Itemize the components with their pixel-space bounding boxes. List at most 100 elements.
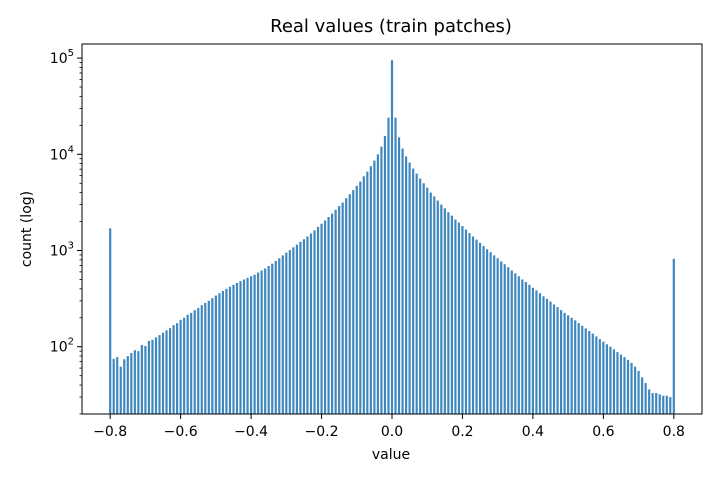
histogram-bar-142 — [609, 346, 612, 414]
histogram-bar-116 — [517, 276, 520, 414]
histogram-bar-67 — [345, 198, 348, 414]
histogram-bar-40 — [249, 276, 253, 414]
chart-title: Real values (train patches) — [270, 16, 512, 37]
histogram-bar-134 — [581, 325, 584, 414]
histogram-bar-43 — [260, 270, 263, 414]
histogram-bar-23 — [190, 312, 193, 414]
x-tick-label-8: 0.8 — [663, 424, 685, 440]
histogram-bar-87 — [415, 173, 418, 414]
histogram-bar-157 — [662, 395, 665, 414]
histogram-bar-62 — [327, 217, 330, 414]
histogram-bar-106 — [482, 246, 485, 414]
histogram-bar-113 — [507, 267, 510, 414]
histogram-bar-25 — [197, 308, 200, 414]
histogram-bar-56 — [306, 236, 309, 414]
histogram-bar-93 — [436, 200, 439, 414]
histogram-bar-22 — [186, 314, 189, 414]
histogram-bar-156 — [658, 394, 661, 414]
histogram-bar-6 — [130, 353, 133, 414]
histogram-bar-65 — [338, 206, 341, 414]
histogram-bars — [109, 60, 675, 415]
histogram-bar-15 — [161, 332, 165, 414]
histogram-bar-84 — [404, 156, 408, 414]
histogram-bar-68 — [348, 194, 351, 414]
histogram-bar-126 — [552, 304, 556, 414]
histogram-bar-94 — [440, 204, 443, 414]
histogram-bar-55 — [302, 239, 306, 414]
histogram-bar-91 — [429, 192, 432, 414]
histogram-bar-100 — [461, 225, 464, 414]
histogram-bar-115 — [514, 273, 517, 414]
histogram-bar-19 — [176, 323, 179, 414]
histogram-bar-60 — [320, 223, 323, 414]
histogram-bar-121 — [535, 290, 538, 414]
x-tick-label-6: 0.4 — [522, 424, 544, 440]
histogram-bar-81 — [394, 117, 397, 414]
histogram-bar-17 — [168, 328, 172, 414]
histogram-bar-41 — [253, 274, 256, 414]
histogram-bar-158 — [665, 395, 668, 414]
histogram-bar-11 — [147, 340, 151, 414]
x-tick-label-4: 0.0 — [381, 424, 403, 440]
histogram-bar-16 — [165, 330, 168, 414]
histogram-bar-103 — [471, 236, 475, 414]
histogram-bar-144 — [616, 352, 619, 414]
histogram-bar-77 — [380, 146, 383, 415]
histogram-bar-105 — [478, 242, 482, 414]
histogram-bar-75 — [373, 160, 376, 414]
histogram-bar-133 — [577, 323, 580, 414]
histogram-bar-82 — [397, 137, 401, 414]
histogram-bar-54 — [299, 241, 302, 414]
histogram-bar-151 — [641, 377, 644, 414]
y-tick-label-0: 102 — [50, 337, 74, 356]
histogram-bar-149 — [633, 366, 637, 414]
histogram-bar-69 — [352, 190, 355, 414]
histogram-bar-66 — [341, 202, 344, 414]
x-axis-label: value — [372, 447, 410, 463]
histogram-bar-35 — [232, 284, 235, 414]
histogram-bar-49 — [281, 255, 284, 414]
histogram-bar-34 — [228, 286, 232, 414]
histogram-bar-131 — [570, 317, 573, 414]
histogram-bar-8 — [137, 351, 140, 414]
histogram-bar-78 — [383, 135, 387, 414]
histogram-bar-63 — [331, 213, 334, 414]
histogram-bar-138 — [595, 336, 598, 414]
histogram-bar-38 — [242, 279, 246, 414]
histogram-bar-44 — [264, 268, 267, 414]
histogram-bar-79 — [387, 117, 390, 414]
x-tick-label-0: −0.8 — [93, 424, 127, 440]
histogram-bar-119 — [528, 284, 531, 414]
histogram-bar-9 — [140, 345, 143, 414]
histogram-bar-111 — [500, 261, 503, 414]
histogram-bar-130 — [567, 315, 570, 414]
histogram-bar-24 — [193, 310, 196, 414]
histogram-bar-31 — [218, 293, 221, 414]
histogram-bar-99 — [457, 222, 461, 414]
histogram-bar-88 — [419, 178, 422, 414]
histogram-bar-112 — [503, 264, 506, 414]
histogram-bar-145 — [619, 354, 623, 414]
histogram-bar-141 — [605, 344, 608, 414]
histogram-bar-154 — [651, 393, 654, 414]
histogram-bar-30 — [214, 295, 217, 414]
histogram-bar-85 — [408, 162, 411, 414]
x-tick-label-7: 0.6 — [592, 424, 614, 440]
histogram-bar-28 — [207, 300, 210, 414]
histogram-bar-135 — [584, 328, 587, 414]
histogram-bar-96 — [447, 212, 450, 414]
histogram-bar-160 — [672, 258, 675, 414]
histogram-bar-128 — [559, 310, 563, 414]
histogram-bar-13 — [154, 337, 158, 414]
y-tick-label-3: 105 — [50, 48, 74, 67]
histogram-bar-27 — [204, 302, 207, 414]
x-tick-label-1: −0.6 — [164, 424, 198, 440]
histogram-bar-36 — [235, 282, 239, 414]
histogram-bar-58 — [313, 230, 316, 414]
x-tick-label-3: −0.2 — [305, 424, 339, 440]
histogram-bar-98 — [454, 219, 457, 414]
histogram-bar-29 — [211, 298, 214, 414]
histogram-bar-127 — [556, 307, 559, 414]
histogram-bar-5 — [126, 356, 129, 414]
